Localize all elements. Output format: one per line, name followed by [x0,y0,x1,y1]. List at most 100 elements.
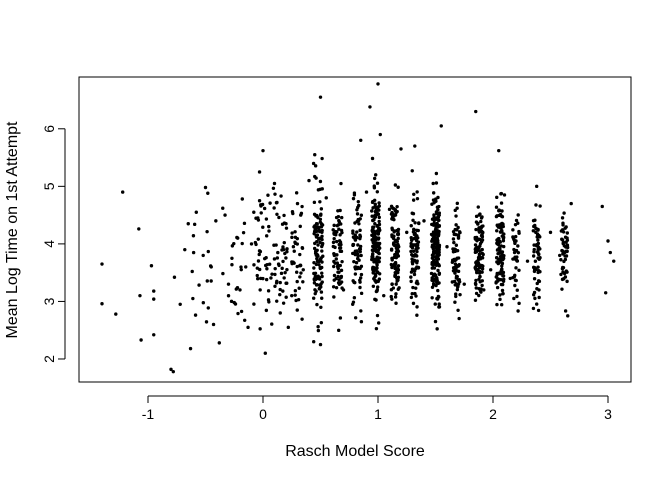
data-point [226,282,231,286]
data-point [293,289,298,293]
data-point [374,235,378,240]
data-point [317,229,322,234]
data-point [359,213,364,217]
data-point [498,272,503,276]
data-point [354,260,359,265]
data-point [319,305,323,309]
data-point [560,248,564,253]
data-point [564,269,569,273]
data-point [336,209,340,213]
data-point [372,176,377,181]
data-point [191,234,196,238]
data-point [501,274,505,278]
data-point [497,148,501,153]
data-point [371,266,375,270]
data-point [608,250,612,255]
data-point [355,235,359,240]
data-point [452,240,456,245]
data-point [498,293,502,297]
data-point [561,270,565,274]
data-point [290,293,294,298]
data-point [395,209,399,214]
data-point [390,297,394,301]
data-point [392,229,396,233]
data-point [314,176,318,180]
data-point [121,190,125,194]
data-point [230,263,234,267]
data-point [458,292,462,297]
data-point [370,209,374,213]
data-point [412,236,417,241]
data-point [352,191,357,195]
data-point [435,296,439,301]
data-point [511,275,515,280]
data-point [282,247,286,252]
data-point [240,241,244,246]
data-point [319,222,324,226]
data-point [373,274,378,278]
data-point [391,286,396,290]
data-point [319,207,324,211]
data-point [338,246,343,250]
data-point [537,279,542,284]
data-point [479,216,484,220]
data-point [395,279,399,283]
x-tick-label: 3 [604,406,612,422]
data-point [516,213,520,217]
data-point [338,316,343,320]
data-point [320,296,324,300]
data-point [455,201,460,206]
data-point [276,250,280,255]
data-point [432,221,436,225]
data-point [284,226,289,230]
data-point [431,282,436,286]
data-point [264,217,269,221]
data-point [378,132,382,137]
data-point [462,282,466,286]
data-point [437,244,441,248]
data-point [262,206,267,211]
data-point [409,249,413,254]
data-point [192,222,197,227]
data-point [339,275,343,280]
data-point [390,282,394,286]
data-point [320,271,324,275]
data-point [258,267,262,272]
data-point [377,321,381,325]
data-point [394,282,398,286]
data-point [317,287,322,291]
data-point [294,298,298,303]
data-point [411,212,416,216]
data-point [358,234,363,239]
data-point [411,249,416,253]
data-point [392,262,397,266]
data-point [497,277,502,282]
data-point [206,306,210,310]
data-point [476,222,480,226]
data-point [431,251,436,256]
data-point [214,219,218,223]
data-point [275,279,279,283]
data-point [333,245,337,250]
data-point [313,288,317,292]
data-point [373,222,377,226]
data-point [516,244,520,248]
data-point [332,295,336,299]
data-point [415,305,419,309]
data-point [457,316,461,321]
data-point [273,266,277,271]
data-point [536,308,541,313]
data-point [320,280,324,284]
data-point [499,282,504,287]
data-point [273,272,277,277]
data-point [394,239,398,243]
data-point [560,277,565,282]
data-point [536,238,540,242]
data-point [277,215,281,220]
data-point [431,245,435,249]
data-point [137,227,141,231]
data-point [169,367,173,372]
data-point [497,236,501,241]
data-point [275,200,279,205]
